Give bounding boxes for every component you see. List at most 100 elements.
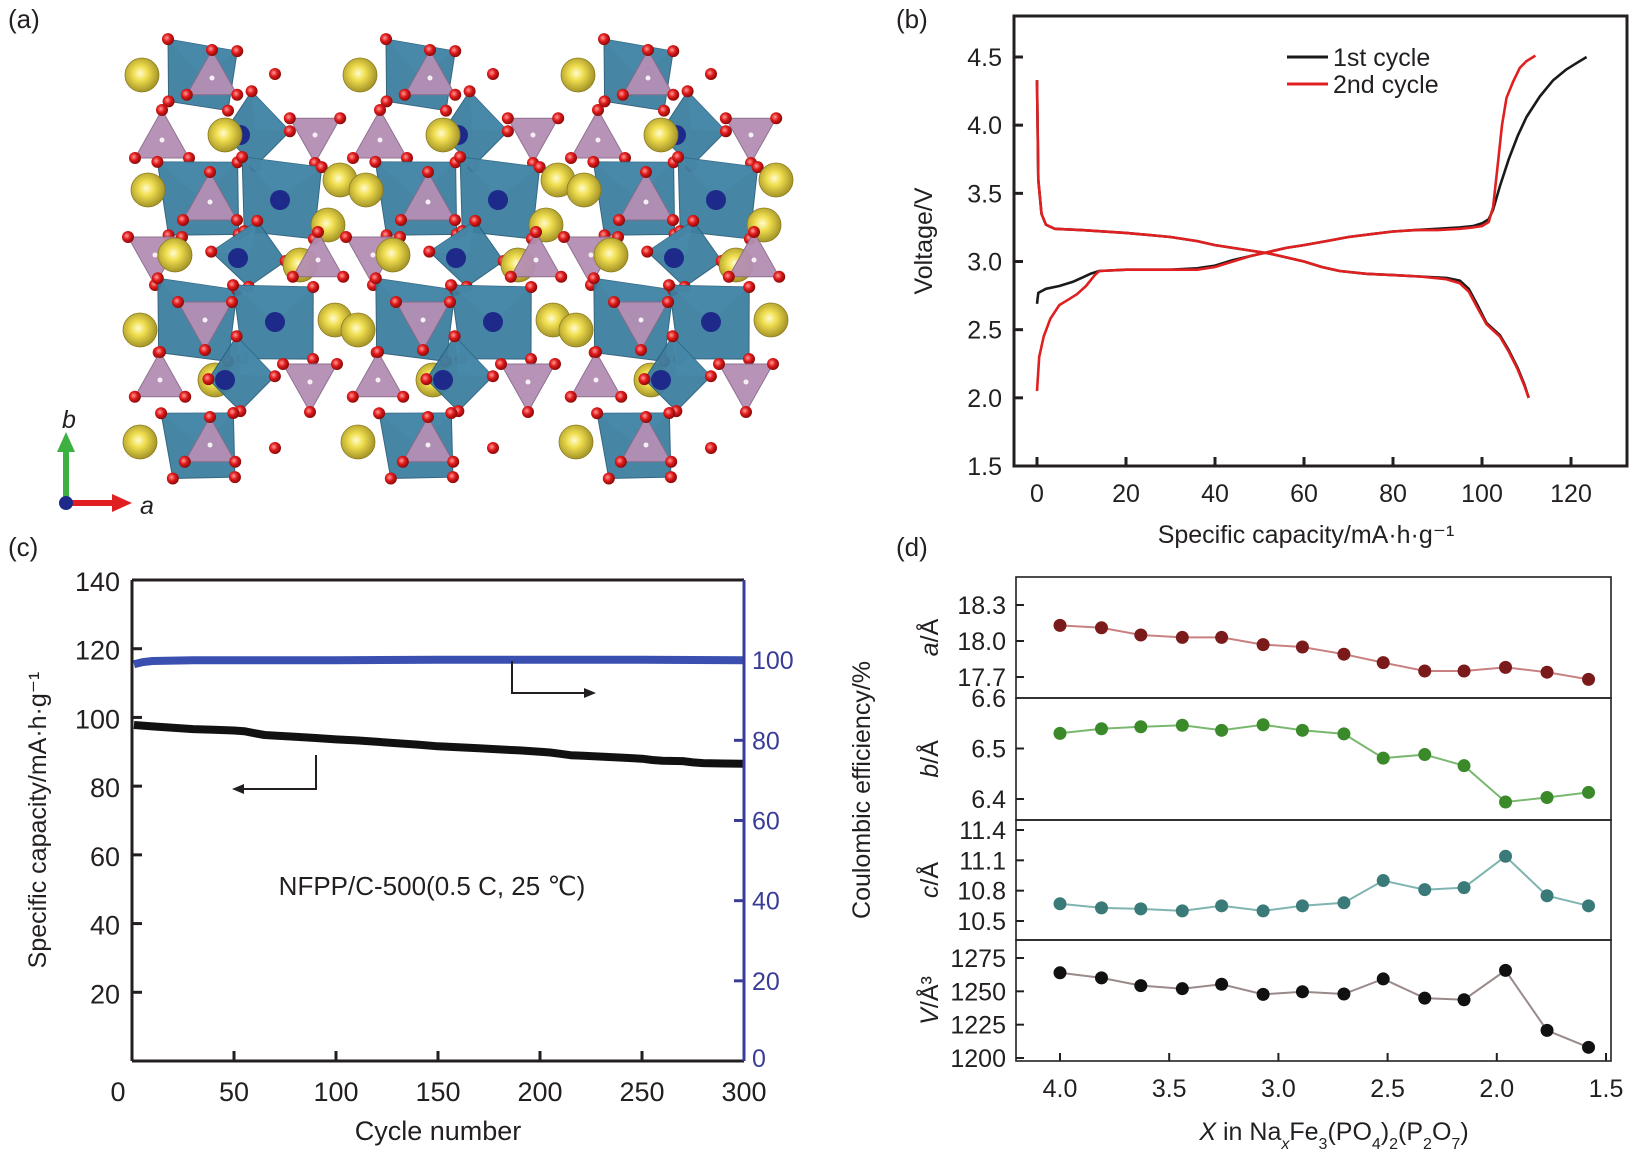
- legend-label-2nd-cycle: 2nd cycle: [1333, 71, 1439, 99]
- iron-atom: [215, 370, 235, 390]
- panel-d-point-a: [1540, 665, 1554, 679]
- fe-octahedron-face: [168, 39, 238, 75]
- sodium-atom: [348, 172, 384, 208]
- panel-b-y-tick-label: 2.0: [967, 385, 1002, 413]
- panel-d-y-tick-label-b: 6.5: [971, 736, 1006, 764]
- oxygen-atom: [228, 471, 241, 484]
- oxygen-atom: [592, 104, 604, 116]
- oxygen-atom: [304, 406, 316, 418]
- panel-d-label: (d): [896, 532, 928, 562]
- oxygen-atom: [397, 390, 410, 403]
- panel-d-point-c: [1499, 849, 1513, 863]
- phosphorus-atom: [530, 132, 536, 138]
- panel-a-crystal-structure: (a) b a: [8, 4, 794, 520]
- oxygen-atom: [773, 270, 786, 283]
- oxygen-atom: [672, 150, 685, 163]
- phosphorus-atom: [638, 317, 644, 323]
- oxygen-atom: [178, 455, 191, 468]
- oxygen-atom: [613, 214, 625, 226]
- phosphorus-atom: [643, 199, 649, 205]
- oxygen-atom: [245, 85, 258, 98]
- oxygen-atom: [306, 353, 319, 366]
- fe-octahedron-face: [454, 336, 493, 377]
- panel-b-label: (b): [896, 4, 928, 34]
- fe-octahedron-face: [593, 161, 674, 198]
- panel-b-legend: 1st cycle 2nd cycle: [1287, 44, 1439, 99]
- fe-octahedron-face: [242, 156, 322, 198]
- panel-d-point-V: [1053, 966, 1067, 980]
- oxygen-atom: [128, 390, 141, 403]
- phosphorus-atom: [307, 379, 313, 385]
- p-tetrahedron: [618, 170, 674, 221]
- panel-b-y-tick-label: 4.5: [967, 44, 1002, 72]
- panel-c-right-y-tick-label: 0: [752, 1045, 766, 1073]
- b-axis-arrow-icon: [57, 432, 75, 452]
- oxygen-atom: [614, 455, 627, 468]
- oxygen-atom: [642, 44, 654, 56]
- panel-d-point-a: [1215, 630, 1229, 644]
- panel-d-y-tick-label-b: 6.6: [971, 685, 1006, 713]
- oxygen-atom: [315, 161, 328, 174]
- panel-c-x-tick-label: 200: [517, 1077, 562, 1107]
- oxygen-atom: [564, 390, 577, 403]
- panel-d-point-c: [1094, 901, 1108, 915]
- oxygen-atom: [501, 125, 514, 138]
- oxygen-atom: [177, 214, 189, 226]
- panel-c-x-tick-label: 0: [110, 1077, 125, 1107]
- a-axis-arrow-icon: [112, 494, 132, 512]
- fe-octahedron-face: [678, 156, 758, 198]
- panel-c-right-y-tick-label: 80: [752, 727, 780, 755]
- p-tetrahedron: [177, 301, 233, 352]
- oxygen-atom: [713, 358, 725, 370]
- panel-c-right-y-tick-label: 20: [752, 968, 780, 996]
- panel-b-y-tick-label: 4.0: [967, 112, 1002, 140]
- fe-octahedron-face: [236, 336, 275, 377]
- panel-d-point-V: [1418, 991, 1432, 1005]
- oxygen-atom: [231, 88, 244, 101]
- p-tetrahedron: [288, 117, 342, 165]
- c-axis-origin-icon: [59, 496, 73, 510]
- panel-b-x-axis-title: Specific capacity/mA·h·g⁻¹: [1158, 521, 1455, 549]
- phosphorus-atom: [425, 442, 431, 448]
- oxygen-atom: [751, 161, 764, 174]
- iron-atom: [483, 312, 503, 332]
- oxygen-atom: [770, 112, 783, 125]
- sodium-atom: [753, 302, 789, 338]
- oxygen-atom: [236, 150, 249, 163]
- p-tetrahedron: [569, 350, 623, 398]
- oxygen-atom: [172, 296, 184, 308]
- p-tetrahedron: [282, 363, 338, 414]
- p-tetrahedron: [400, 170, 456, 221]
- sodium-atom: [124, 57, 160, 93]
- panel-d-y-tick-label-V: 1200: [950, 1045, 1006, 1073]
- panel-d-point-b: [1295, 723, 1309, 737]
- oxygen-atom: [334, 112, 347, 125]
- phosphorus-atom: [315, 257, 321, 263]
- oxygen-atom: [662, 296, 674, 308]
- fe-octahedron-face: [251, 91, 290, 132]
- panel-d-point-V: [1295, 985, 1309, 999]
- panel-d-point-b: [1582, 785, 1596, 799]
- panel-d-point-a: [1337, 647, 1351, 661]
- oxygen-atom: [268, 370, 281, 383]
- oxygen-atom: [533, 161, 546, 174]
- a-axis-label: a: [140, 492, 154, 520]
- panel-d-y-tick-label-a: 17.7: [957, 664, 1006, 692]
- oxygen-atom: [525, 280, 538, 293]
- oxygen-atom: [390, 296, 402, 308]
- oxygen-atom: [420, 373, 433, 386]
- panel-d-y-tick-label-c: 11.1: [959, 847, 1006, 875]
- panel-d-x-axis-title: X in NaxFe3(PO4)2(P2O7): [1198, 1118, 1468, 1153]
- oxygen-atom: [463, 85, 476, 98]
- iron-atom: [433, 370, 453, 390]
- panel-b-voltage-profile: (b) 0 20 40 60 80 100 120 1.5 2.0 2.5 3.0 3.5 4.0 4.5…: [896, 4, 1629, 549]
- oxygen-atom: [602, 472, 615, 485]
- iron-atom: [701, 312, 721, 332]
- oxygen-atom: [445, 406, 458, 419]
- panel-d-point-c: [1418, 883, 1432, 897]
- oxygen-atom: [179, 390, 192, 403]
- panel-d-y-tick-label-a: 18.0: [957, 628, 1006, 656]
- oxygen-atom: [202, 373, 215, 386]
- iron-atom: [651, 370, 671, 390]
- p-tetrahedron: [500, 363, 556, 414]
